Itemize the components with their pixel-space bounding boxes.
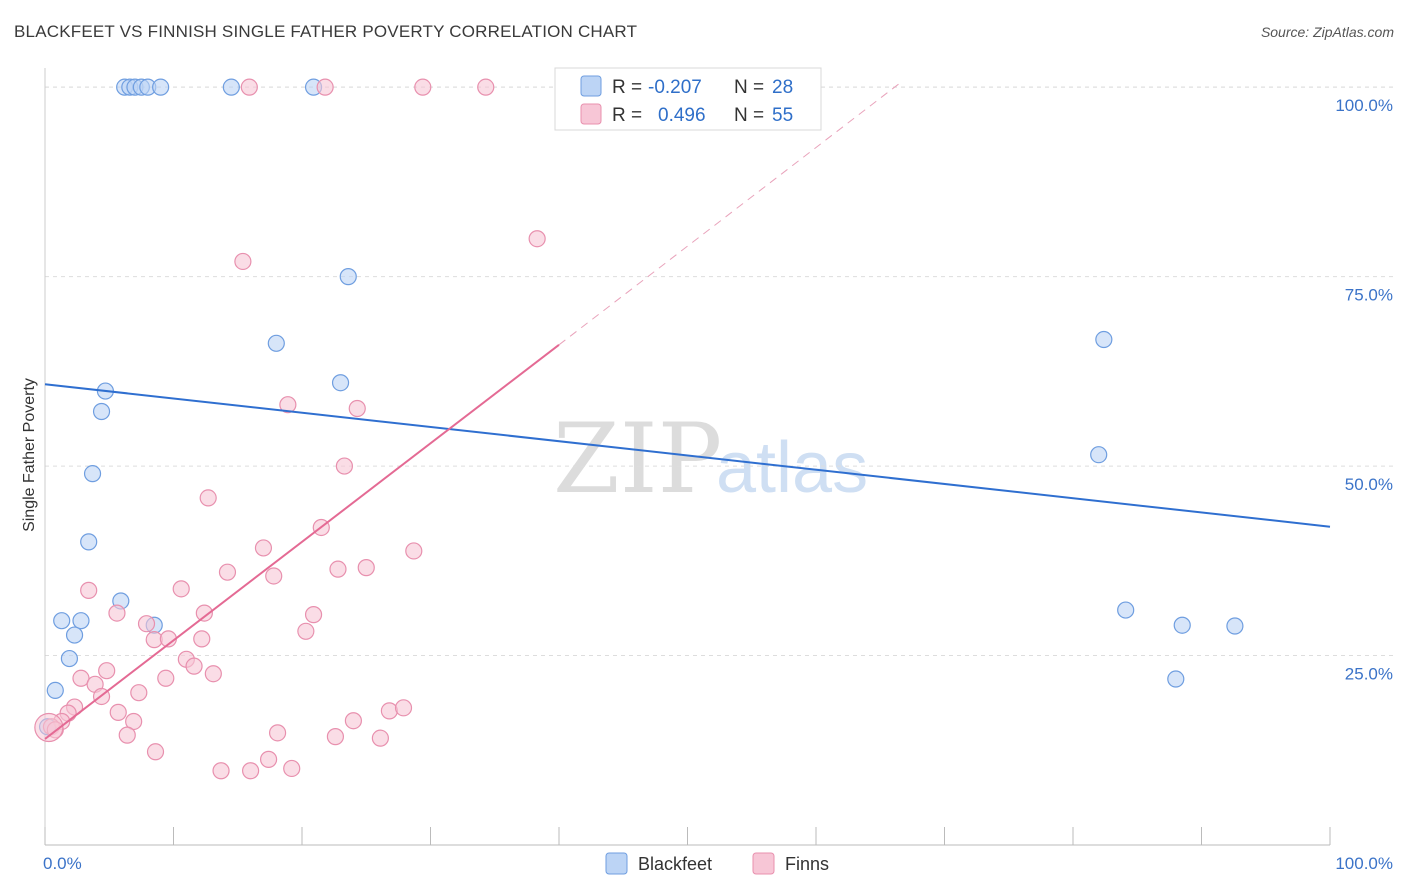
watermark-zip: ZIP bbox=[553, 403, 722, 515]
blackfeet-point-9 bbox=[267, 334, 285, 352]
finns-point-52 bbox=[212, 762, 230, 780]
finns-point-40 bbox=[394, 699, 413, 717]
finns-point-30 bbox=[204, 665, 222, 683]
blackfeet-point-26 bbox=[1167, 670, 1185, 688]
x-tick-label-100: 100.0% bbox=[1335, 854, 1393, 873]
finns-point-54 bbox=[283, 759, 301, 778]
finns-point-28 bbox=[185, 657, 203, 675]
finns-point-31 bbox=[72, 669, 90, 687]
finns-point-16 bbox=[265, 567, 283, 585]
finns-point-7 bbox=[348, 399, 366, 418]
y-tick-label-75: 75.0% bbox=[1345, 286, 1393, 305]
finns-point-32 bbox=[157, 669, 175, 687]
finns-point-15 bbox=[357, 559, 375, 577]
blackfeet-point-8 bbox=[339, 268, 357, 286]
finns-point-49 bbox=[371, 729, 389, 747]
blackfeet-point-13 bbox=[83, 465, 102, 483]
finns-trend-line bbox=[44, 344, 560, 740]
finns-point-50 bbox=[146, 743, 165, 761]
series-legend-swatch-blackfeet bbox=[605, 852, 628, 875]
blackfeet-point-5 bbox=[152, 78, 170, 96]
blackfeet-points bbox=[38, 78, 1244, 736]
trend-lines bbox=[44, 82, 1331, 740]
finns-point-38 bbox=[109, 703, 127, 721]
finns-point-53 bbox=[242, 762, 260, 780]
y-axis-label: Single Father Poverty bbox=[21, 378, 38, 532]
blackfeet-point-20 bbox=[60, 649, 79, 668]
finns-point-1 bbox=[316, 78, 334, 96]
finns-point-14 bbox=[329, 560, 347, 578]
tick-labels: 25.0% 50.0% 75.0% 100.0% 0.0% 100.0% bbox=[43, 96, 1393, 873]
finns-point-51 bbox=[259, 750, 278, 768]
blackfeet-point-12 bbox=[92, 402, 111, 421]
blackfeet-point-23 bbox=[1095, 330, 1113, 349]
y-tick-label-25: 25.0% bbox=[1345, 665, 1393, 684]
grid-lines bbox=[45, 86, 1395, 657]
finns-point-6 bbox=[279, 396, 297, 414]
source-note: Source: ZipAtlas.com bbox=[1260, 24, 1394, 40]
finns-point-43 bbox=[344, 712, 362, 730]
series-legend: Blackfeet Finns bbox=[605, 852, 829, 875]
finns-point-29 bbox=[98, 662, 116, 680]
legend-swatch-blackfeet bbox=[580, 75, 602, 97]
blackfeet-point-25 bbox=[1117, 601, 1135, 619]
finns-point-9 bbox=[199, 489, 217, 507]
legend-r-value-finns: 0.496 bbox=[658, 105, 706, 126]
finns-point-47 bbox=[268, 724, 287, 742]
legend-r-value-blackfeet: -0.207 bbox=[648, 77, 702, 98]
finns-point-5 bbox=[234, 252, 252, 271]
series-legend-swatch-finns bbox=[752, 852, 775, 875]
y-tick-label-50: 50.0% bbox=[1345, 475, 1393, 494]
finns-point-0 bbox=[240, 78, 258, 96]
finns-point-12 bbox=[405, 542, 423, 560]
blackfeet-point-6 bbox=[222, 78, 240, 96]
finns-point-18 bbox=[172, 580, 190, 598]
legend-n-value-finns: 55 bbox=[772, 105, 793, 126]
blackfeet-point-27 bbox=[1173, 616, 1191, 634]
blackfeet-point-24 bbox=[1090, 446, 1108, 464]
legend-n-label-finns: N = bbox=[734, 105, 764, 126]
blackfeet-point-14 bbox=[80, 533, 98, 551]
finns-point-11 bbox=[254, 539, 273, 557]
finns-point-17 bbox=[80, 581, 98, 599]
finns-point-3 bbox=[477, 78, 495, 96]
chart-title: BLACKFEET VS FINNISH SINGLE FATHER POVER… bbox=[14, 22, 638, 41]
blackfeet-point-28 bbox=[1226, 617, 1244, 635]
legend-n-label-blackfeet: N = bbox=[734, 77, 764, 98]
finns-point-48 bbox=[326, 728, 345, 746]
finns-point-39 bbox=[380, 702, 398, 720]
finns-point-34 bbox=[130, 684, 148, 702]
blackfeet-point-16 bbox=[53, 612, 71, 630]
blackfeet-point-21 bbox=[46, 681, 64, 700]
series-legend-label-finns: Finns bbox=[785, 854, 829, 874]
legend-r-label-finns: R = bbox=[612, 105, 642, 126]
x-tick-label-0: 0.0% bbox=[43, 854, 82, 873]
blackfeet-point-10 bbox=[331, 374, 350, 392]
finns-point-4 bbox=[528, 230, 546, 248]
series-legend-label-blackfeet: Blackfeet bbox=[638, 854, 712, 874]
finns-point-23 bbox=[297, 622, 315, 640]
finns-point-13 bbox=[218, 563, 237, 581]
y-tick-label-100: 100.0% bbox=[1335, 96, 1393, 115]
watermark: ZIP atlas bbox=[553, 403, 868, 515]
blackfeet-trend-line bbox=[44, 383, 1331, 528]
finns-point-21 bbox=[304, 606, 323, 624]
finns-point-cluster bbox=[34, 712, 64, 743]
finns-point-19 bbox=[108, 604, 126, 622]
blackfeet-point-19 bbox=[65, 626, 84, 644]
legend-swatch-finns bbox=[580, 103, 602, 125]
legend-r-label-blackfeet: R = bbox=[612, 77, 642, 98]
blackfeet-point-17 bbox=[72, 612, 90, 630]
finns-trend-extension bbox=[558, 82, 900, 346]
finns-point-8 bbox=[335, 457, 354, 475]
legend-n-value-blackfeet: 28 bbox=[772, 77, 793, 98]
finns-point-2 bbox=[414, 78, 432, 96]
correlation-legend: R = -0.207 N = 28 R = 0.496 N = 55 bbox=[554, 67, 822, 131]
finns-points bbox=[34, 78, 546, 780]
finns-point-20 bbox=[195, 604, 213, 622]
finns-point-22 bbox=[137, 615, 156, 633]
finns-point-26 bbox=[193, 630, 211, 648]
finns-point-46 bbox=[118, 726, 136, 744]
